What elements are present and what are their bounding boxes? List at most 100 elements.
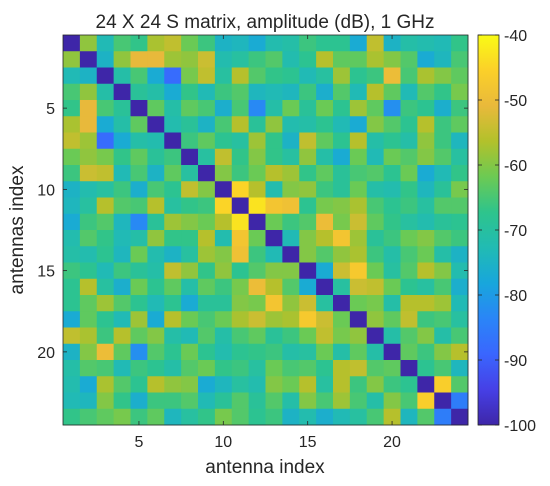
heatmap-cell <box>316 100 334 117</box>
heatmap-cell <box>316 148 334 166</box>
heatmap-cell <box>434 116 452 133</box>
heatmap-cell <box>451 116 469 133</box>
heatmap-cell <box>214 343 233 361</box>
heatmap-cell <box>417 246 435 263</box>
heatmap-cell <box>147 295 165 312</box>
heatmap-cell <box>130 262 148 280</box>
heatmap-cell <box>434 67 452 85</box>
heatmap-cell <box>451 35 469 52</box>
heatmap-cell <box>333 311 351 328</box>
heatmap-cell <box>231 360 250 377</box>
x-tick-label: 15 <box>299 434 317 451</box>
heatmap-cell <box>417 376 435 393</box>
heatmap-cell <box>349 360 368 377</box>
heatmap-cell <box>383 116 401 133</box>
heatmap-cell <box>349 197 368 215</box>
heatmap-cell <box>299 230 317 247</box>
heatmap-cell <box>198 278 216 296</box>
heatmap-cell <box>113 295 131 312</box>
heatmap-cell <box>214 35 233 52</box>
heatmap-cell <box>181 116 199 133</box>
heatmap-cell <box>299 311 317 328</box>
heatmap-cell <box>248 165 266 182</box>
heatmap-cell <box>417 197 435 215</box>
heatmap-cell <box>400 311 418 328</box>
heatmap-cell <box>383 311 401 328</box>
heatmap-cell <box>299 360 317 377</box>
heatmap-cell <box>265 83 283 101</box>
heatmap-cell <box>198 35 216 52</box>
heatmap-cell <box>198 343 216 361</box>
heatmap-cell <box>113 181 131 198</box>
heatmap-cell <box>434 148 452 166</box>
heatmap-cell <box>417 165 435 182</box>
heatmap-cell <box>333 35 351 52</box>
heatmap-cell <box>79 132 98 150</box>
heatmap-cell <box>333 376 351 393</box>
heatmap-cell <box>400 67 418 85</box>
heatmap-cell <box>113 51 131 68</box>
heatmap-cell <box>130 360 148 377</box>
heatmap-cell <box>198 360 216 377</box>
heatmap-cell <box>383 67 401 85</box>
heatmap-cell <box>316 392 334 410</box>
heatmap-cell <box>198 311 216 328</box>
heatmap-cell <box>282 181 300 198</box>
heatmap-cell <box>434 295 452 312</box>
heatmap-cell <box>96 35 115 52</box>
heatmap-cell <box>434 343 452 361</box>
heatmap-cell <box>333 213 351 231</box>
heatmap-cell <box>349 132 368 150</box>
heatmap-cell <box>63 295 81 312</box>
heatmap-cell <box>63 83 81 101</box>
heatmap-cell <box>349 67 368 85</box>
heatmap-cell <box>147 278 165 296</box>
heatmap-cell <box>214 246 233 263</box>
heatmap-cell <box>130 213 148 231</box>
heatmap-cell <box>451 83 469 101</box>
heatmap-cell <box>434 165 452 182</box>
heatmap-cell <box>282 165 300 182</box>
heatmap-cell <box>417 360 435 377</box>
heatmap-cell <box>333 262 351 280</box>
heatmap-cell <box>79 83 98 101</box>
heatmap-cell <box>282 132 300 150</box>
heatmap-cell <box>214 181 233 198</box>
heatmap-cell <box>198 148 216 166</box>
heatmap-cell <box>198 392 216 410</box>
colorbar-tick-label: -40 <box>504 28 527 45</box>
heatmap-cell <box>265 67 283 85</box>
heatmap-cell <box>164 148 182 166</box>
heatmap-cell <box>349 181 368 198</box>
heatmap-cell <box>214 132 233 150</box>
heatmap-cell <box>231 83 250 101</box>
heatmap-cell <box>434 278 452 296</box>
heatmap-cell <box>248 197 266 215</box>
heatmap-cell <box>96 392 115 410</box>
heatmap-cell <box>265 165 283 182</box>
colorbar-tick-label: -70 <box>504 223 527 240</box>
heatmap-cell <box>181 246 199 263</box>
heatmap-cell <box>130 35 148 52</box>
heatmap-cell <box>333 246 351 263</box>
heatmap-cell <box>383 213 401 231</box>
heatmap-cell <box>282 197 300 215</box>
heatmap-cell <box>147 408 165 426</box>
heatmap-cell <box>383 343 401 361</box>
heatmap-cell <box>214 278 233 296</box>
heatmap-cell <box>181 100 199 117</box>
heatmap-cell <box>231 343 250 361</box>
heatmap-cell <box>113 165 131 182</box>
heatmap-cell <box>434 181 452 198</box>
heatmap-cell <box>383 295 401 312</box>
heatmap-cell <box>63 213 81 231</box>
heatmap-cell <box>248 148 266 166</box>
heatmap-cell <box>333 392 351 410</box>
heatmap-cell <box>265 392 283 410</box>
heatmap-cell <box>130 148 148 166</box>
heatmap-cell <box>366 148 385 166</box>
heatmap-cell <box>417 100 435 117</box>
heatmap-cell <box>181 35 199 52</box>
heatmap-cell <box>248 262 266 280</box>
heatmap-cell <box>366 246 385 263</box>
